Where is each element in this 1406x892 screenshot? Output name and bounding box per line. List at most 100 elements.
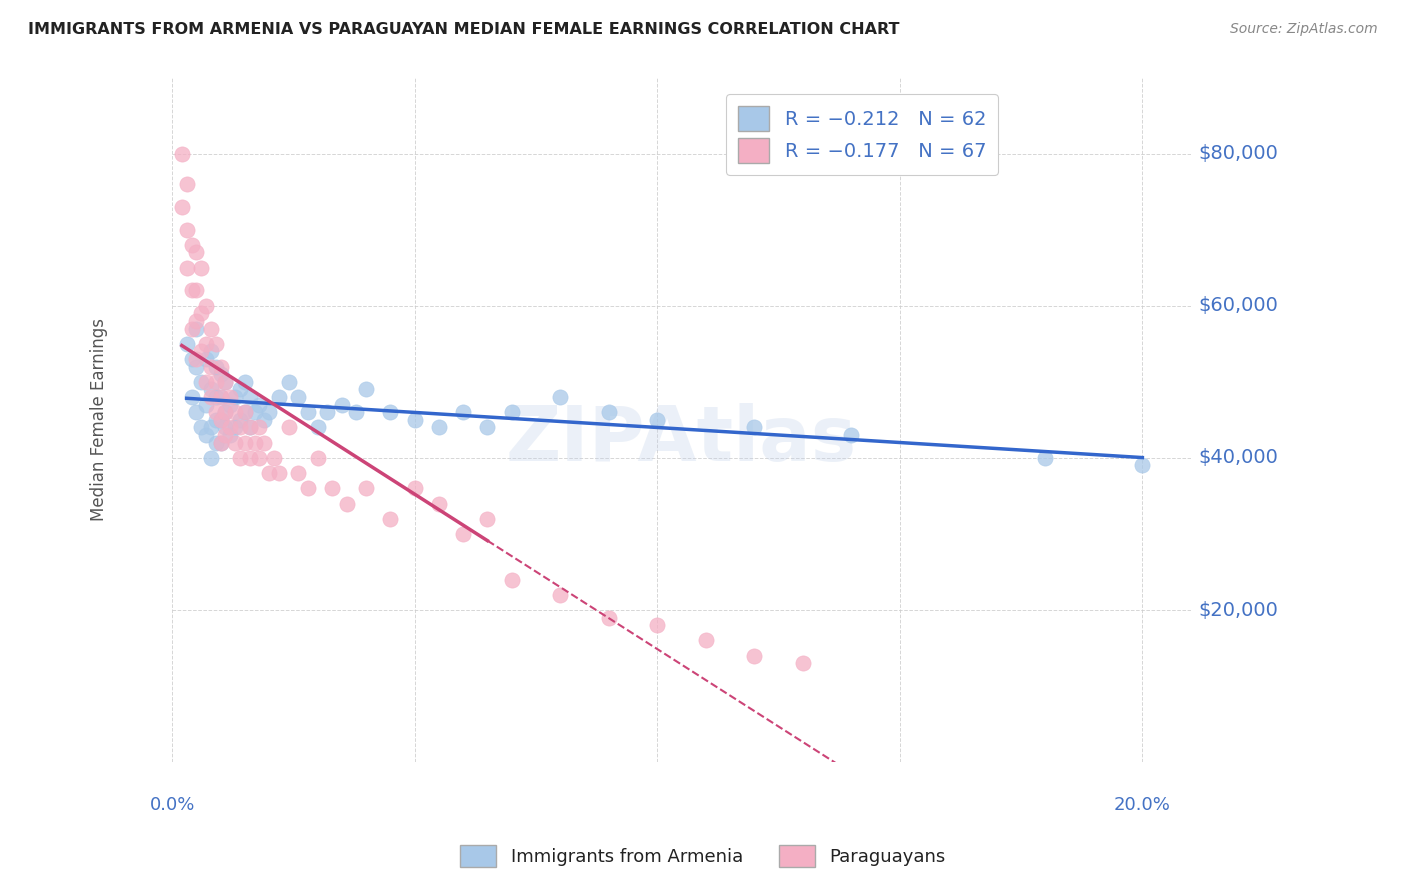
Point	[243, 405, 266, 419]
Point	[209, 367, 232, 381]
Point	[204, 375, 226, 389]
Point	[297, 405, 319, 419]
Text: 0.0%: 0.0%	[149, 797, 195, 814]
Point	[209, 435, 232, 450]
Point	[229, 420, 252, 434]
Point	[186, 245, 208, 260]
Point	[195, 351, 218, 366]
Point	[267, 466, 290, 480]
Point	[233, 375, 256, 389]
Text: Source: ZipAtlas.com: Source: ZipAtlas.com	[1230, 22, 1378, 37]
Point	[354, 481, 377, 495]
Point	[598, 610, 620, 624]
Point	[307, 450, 329, 465]
Point	[176, 177, 198, 191]
Point	[195, 398, 218, 412]
Text: IMMIGRANTS FROM ARMENIA VS PARAGUAYAN MEDIAN FEMALE EARNINGS CORRELATION CHART: IMMIGRANTS FROM ARMENIA VS PARAGUAYAN ME…	[28, 22, 900, 37]
Point	[219, 390, 242, 404]
Legend: Immigrants from Armenia, Paraguayans: Immigrants from Armenia, Paraguayans	[453, 838, 953, 874]
Point	[224, 390, 246, 404]
Point	[346, 405, 368, 419]
Point	[792, 657, 814, 671]
Point	[170, 146, 193, 161]
Point	[200, 450, 222, 465]
Point	[204, 359, 226, 374]
Point	[224, 420, 246, 434]
Point	[200, 390, 222, 404]
Text: Median Female Earnings: Median Female Earnings	[90, 318, 108, 521]
Point	[209, 413, 232, 427]
Point	[249, 450, 271, 465]
Point	[477, 420, 499, 434]
Point	[186, 405, 208, 419]
Point	[501, 573, 523, 587]
Point	[380, 405, 402, 419]
Point	[229, 450, 252, 465]
Point	[257, 466, 280, 480]
Point	[598, 405, 620, 419]
Point	[695, 633, 717, 648]
Point	[233, 405, 256, 419]
Point	[839, 428, 862, 442]
Point	[200, 420, 222, 434]
Point	[404, 481, 426, 495]
Point	[742, 420, 765, 434]
Point	[253, 413, 276, 427]
Point	[229, 383, 252, 397]
Point	[263, 450, 285, 465]
Point	[190, 344, 212, 359]
Point	[214, 375, 236, 389]
Point	[214, 428, 236, 442]
Point	[190, 420, 212, 434]
Point	[451, 405, 474, 419]
Point	[548, 588, 571, 602]
Point	[336, 496, 359, 510]
Text: $20,000: $20,000	[1198, 600, 1278, 620]
Point	[224, 405, 246, 419]
Point	[224, 435, 246, 450]
Point	[204, 405, 226, 419]
Point	[195, 375, 218, 389]
Point	[277, 375, 299, 389]
Point	[287, 466, 309, 480]
Point	[243, 435, 266, 450]
Point	[239, 420, 262, 434]
Point	[742, 648, 765, 663]
Point	[427, 496, 450, 510]
Point	[209, 413, 232, 427]
Point	[233, 405, 256, 419]
Point	[180, 321, 202, 335]
Point	[214, 405, 236, 419]
Point	[214, 405, 236, 419]
Point	[204, 435, 226, 450]
Text: $80,000: $80,000	[1198, 144, 1278, 163]
Point	[451, 527, 474, 541]
Point	[404, 413, 426, 427]
Point	[190, 260, 212, 275]
Point	[219, 428, 242, 442]
Point	[204, 390, 226, 404]
Text: 20.0%: 20.0%	[1114, 797, 1171, 814]
Point	[219, 398, 242, 412]
Point	[186, 284, 208, 298]
Point	[180, 390, 202, 404]
Point	[200, 344, 222, 359]
Point	[170, 200, 193, 214]
Point	[209, 359, 232, 374]
Point	[645, 413, 668, 427]
Point	[186, 351, 208, 366]
Text: ZIPAtlas: ZIPAtlas	[506, 403, 858, 477]
Point	[195, 428, 218, 442]
Point	[501, 405, 523, 419]
Point	[257, 405, 280, 419]
Point	[249, 398, 271, 412]
Point	[176, 336, 198, 351]
Point	[186, 359, 208, 374]
Point	[380, 512, 402, 526]
Point	[427, 420, 450, 434]
Point	[180, 237, 202, 252]
Point	[186, 314, 208, 328]
Point	[195, 336, 218, 351]
Point	[190, 306, 212, 320]
Point	[307, 420, 329, 434]
